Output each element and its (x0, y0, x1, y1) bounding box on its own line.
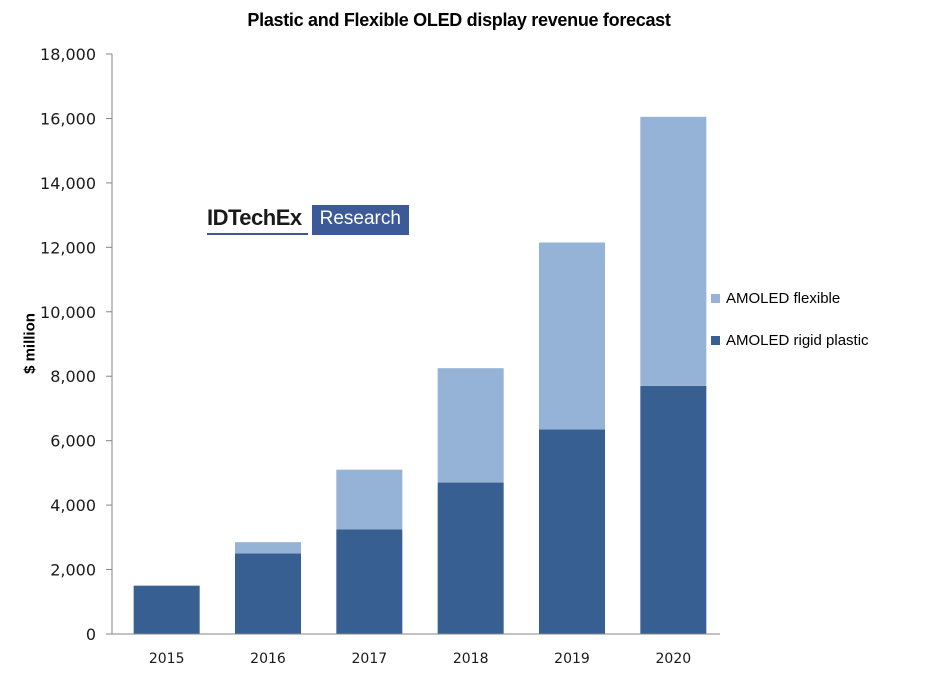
chart-title: Plastic and Flexible OLED display revenu… (247, 10, 671, 30)
legend-swatch-rigid-plastic (711, 335, 720, 345)
axes-group (111, 54, 720, 635)
y-tick-label: 6,000 (50, 432, 96, 451)
legend-swatch-flexible (711, 293, 720, 303)
idtechex-logo: IDTechEx Research (207, 205, 409, 235)
y-tick-label: 8,000 (50, 367, 96, 386)
y-tick-label: 2,000 (50, 561, 96, 580)
legend-item-rigid-plastic: AMOLED rigid plastic (711, 329, 869, 351)
y-tick-label: 12,000 (40, 238, 96, 257)
bar-flexible-2016 (235, 542, 301, 554)
bars-group (133, 116, 707, 634)
x-tick-label: 2018 (453, 651, 489, 667)
y-tick-label: 18,000 (40, 45, 96, 64)
x-tick-label: 2016 (250, 651, 286, 667)
bar-rigid-plastic-2020 (640, 385, 707, 634)
legend: AMOLED flexible AMOLED rigid plastic (711, 287, 869, 371)
legend-label-rigid-plastic: AMOLED rigid plastic (726, 331, 869, 349)
bar-rigid-plastic-2019 (539, 429, 605, 634)
logo-brand: IDTechEx (207, 205, 308, 235)
x-ticks-group: 2015 2016 2017 2018 2019 2020 (149, 651, 691, 667)
y-ticks-group: 0 2,000 4,000 6,000 8,000 10,000 12,000 14,000 1… (40, 45, 112, 644)
x-tick-label: 2015 (149, 651, 185, 667)
bar-flexible-2020 (640, 116, 707, 386)
x-tick-label: 2019 (554, 651, 590, 667)
y-tick-label: 14,000 (40, 174, 96, 193)
y-tick-label: 0 (86, 625, 96, 644)
legend-label-flexible: AMOLED flexible (726, 289, 841, 307)
bar-flexible-2019 (539, 242, 605, 430)
bar-flexible-2018 (437, 368, 504, 483)
bar-rigid-plastic-2018 (437, 482, 504, 634)
bar-rigid-plastic-2016 (235, 553, 301, 634)
y-tick-label: 10,000 (40, 303, 96, 322)
x-tick-label: 2017 (352, 651, 388, 667)
legend-item-flexible: AMOLED flexible (711, 287, 869, 309)
bar-flexible-2017 (336, 469, 403, 530)
x-tick-label: 2020 (656, 651, 692, 667)
bar-rigid-plastic-2017 (336, 529, 403, 634)
y-tick-label: 16,000 (40, 109, 96, 128)
bar-rigid-plastic-2015 (133, 585, 200, 634)
logo-tag: Research (311, 205, 409, 235)
y-tick-label: 4,000 (50, 496, 96, 515)
